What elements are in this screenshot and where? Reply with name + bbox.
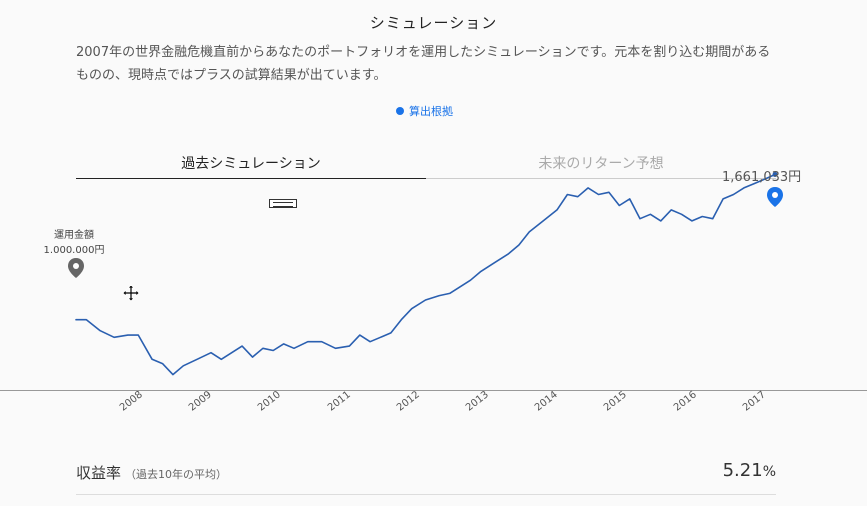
return-rate-value: 5.21% — [723, 460, 776, 481]
x-tick-label: 2013 — [463, 389, 491, 414]
move-cursor-icon — [122, 284, 140, 302]
end-map-pin-icon — [767, 187, 783, 207]
x-tick-label: 2010 — [256, 389, 284, 414]
start-amount-label: 運用金額 1.000.000円 — [38, 228, 110, 258]
end-point-marker — [772, 172, 778, 178]
series-line — [75, 173, 776, 376]
x-tick-label: 2008 — [117, 389, 145, 414]
x-tick-label: 2009 — [187, 389, 214, 414]
x-tick-label: 2016 — [671, 389, 699, 414]
x-tick-label: 2015 — [602, 389, 630, 414]
return-rate-number: 5.21 — [722, 460, 763, 481]
page-title: シミュレーション — [369, 14, 498, 32]
calculation-basis-link[interactable]: 算出根拠 — [396, 103, 453, 119]
return-rate-title: 収益率 — [76, 464, 122, 482]
tab-future-return-forecast[interactable]: 未来のリターン予想 — [426, 150, 776, 179]
end-amount-label: 1,661,033円 — [722, 170, 802, 185]
simulation-chart — [68, 172, 783, 376]
range-drag-handle[interactable] — [269, 199, 297, 208]
start-label-title: 運用金額 — [54, 230, 94, 241]
tab-past-simulation[interactable]: 過去シミュレーション — [76, 150, 426, 179]
description-text: 2007年の世界金融危機直前からあなたのポートフォリオを運用したシミュレーション… — [76, 45, 771, 83]
simulation-tabs: 過去シミュレーション 未来のリターン予想 — [76, 150, 776, 180]
calculation-basis-label: 算出根拠 — [409, 105, 453, 118]
return-rate-unit: % — [762, 464, 776, 480]
return-rate-sublabel: （過去10年の平均） — [125, 468, 228, 481]
start-map-pin-icon — [68, 258, 84, 278]
x-tick-label: 2014 — [533, 389, 561, 414]
bullet-icon — [396, 107, 404, 115]
start-label-value: 1.000.000円 — [43, 245, 105, 256]
return-rate-row: 収益率 （過去10年の平均） 5.21% — [76, 458, 776, 495]
x-tick-label: 2017 — [740, 389, 768, 414]
x-axis-line — [0, 390, 867, 391]
x-tick-label: 2012 — [394, 389, 422, 414]
x-tick-label: 2011 — [325, 389, 353, 414]
return-rate-label: 収益率 （過去10年の平均） — [76, 462, 227, 483]
